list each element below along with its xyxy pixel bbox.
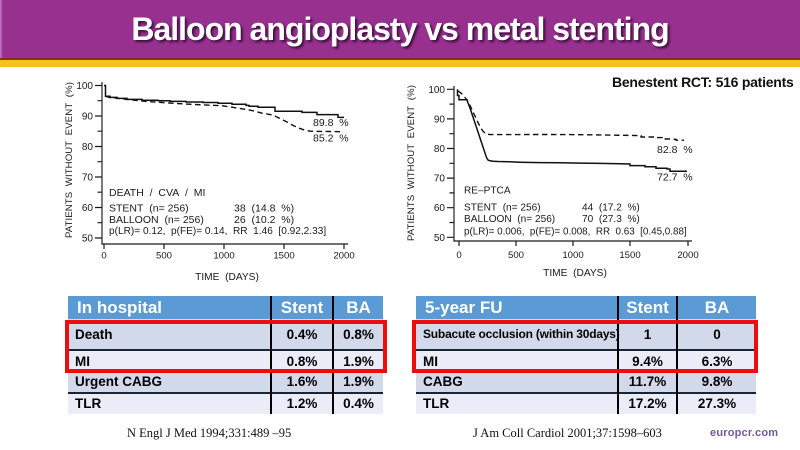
svg-text:60: 60 [82,203,94,214]
svg-text:1500: 1500 [619,250,640,261]
svg-text:p(LR)= 0.006, p(FE)= 0.008,: p(LR)= 0.006, p(FE)= 0.008, RR 0.63 [0.4… [464,227,687,238]
svg-text:89.8 %: 89.8 % [313,117,349,129]
svg-text:PATIENTS WITHOUT EVENT (%): PATIENTS WITHOUT EVENT (%) [64,82,75,238]
svg-text:0: 0 [101,251,106,262]
svg-text:BALLOON (n= 256): BALLOON (n= 256) [464,214,555,225]
svg-text:STENT (n= 256): STENT (n= 256) [109,203,189,215]
svg-text:70: 70 [434,174,446,185]
svg-text:82.8 %: 82.8 % [657,144,693,156]
svg-text:p(LR)= 0.12, p(FE)= 0.14, RR: p(LR)= 0.12, p(FE)= 0.14, RR 1.46 [0.92,… [109,226,326,237]
svg-text:1500: 1500 [273,251,294,262]
svg-text:44 (17.2 %): 44 (17.2 %) [582,203,640,214]
svg-text:26 (10.2 %): 26 (10.2 %) [234,214,294,226]
svg-text:85.2 %: 85.2 % [313,133,349,145]
svg-text:500: 500 [156,251,172,262]
svg-text:TIME (DAYS): TIME (DAYS) [543,268,607,279]
svg-text:50: 50 [434,233,446,244]
svg-text:90: 90 [434,114,446,125]
svg-text:70 (27.3 %): 70 (27.3 %) [582,214,640,225]
svg-text:100: 100 [428,85,445,96]
svg-text:1000: 1000 [562,250,583,261]
svg-text:38 (14.8 %): 38 (14.8 %) [234,203,294,215]
svg-text:60: 60 [434,203,446,214]
svg-text:80: 80 [434,144,446,155]
svg-text:70: 70 [82,173,94,184]
svg-text:100: 100 [76,81,93,92]
svg-text:90: 90 [82,112,94,123]
svg-text:PATIENTS WITHOUT EVENT (%): PATIENTS WITHOUT EVENT (%) [406,85,417,241]
svg-text:50: 50 [82,234,94,245]
svg-text:0: 0 [456,250,461,261]
svg-text:1000: 1000 [213,251,234,262]
svg-text:500: 500 [508,250,524,261]
svg-text:BALLOON (n= 256): BALLOON (n= 256) [109,214,204,226]
svg-text:TIME (DAYS): TIME (DAYS) [195,272,259,283]
svg-text:DEATH / CVA / MI: DEATH / CVA / MI [109,187,205,199]
svg-text:2000: 2000 [333,251,354,262]
svg-text:2000: 2000 [677,250,698,261]
svg-text:STENT (n= 256): STENT (n= 256) [464,203,541,214]
svg-text:72.7 %: 72.7 % [657,172,693,184]
svg-text:RE–PTCA: RE–PTCA [464,186,511,197]
svg-text:80: 80 [82,142,94,153]
